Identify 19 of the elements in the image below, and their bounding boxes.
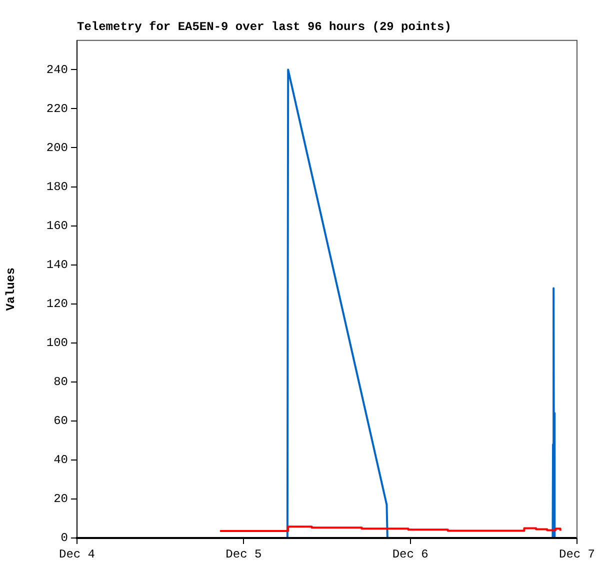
y-tick-label: 20 <box>54 492 68 506</box>
y-axis-title: Values <box>4 268 18 311</box>
y-tick-label: 200 <box>46 140 68 155</box>
y-tick-label: 160 <box>46 218 68 233</box>
y-tick-label: 140 <box>46 258 68 272</box>
x-tick-label: Dec 7 <box>558 547 596 562</box>
y-tick-label: 40 <box>54 453 68 468</box>
x-tick-label: Dec 6 <box>392 547 428 562</box>
x-tick-label: Dec 5 <box>226 547 262 562</box>
y-tick-label: 180 <box>46 180 68 194</box>
x-tick-label: Dec 4 <box>58 547 96 562</box>
chart-title: Telemetry for EA5EN-9 over last 96 hours (29 points) <box>77 20 452 34</box>
y-tick-label: 220 <box>46 102 68 116</box>
y-tick-label: 240 <box>46 62 68 77</box>
y-tick-label: 80 <box>54 375 68 390</box>
y-tick-label: 100 <box>46 336 68 350</box>
y-tick-label: 0 <box>60 531 68 546</box>
y-tick-label: 120 <box>46 297 68 312</box>
y-tick-label: 60 <box>54 414 68 428</box>
